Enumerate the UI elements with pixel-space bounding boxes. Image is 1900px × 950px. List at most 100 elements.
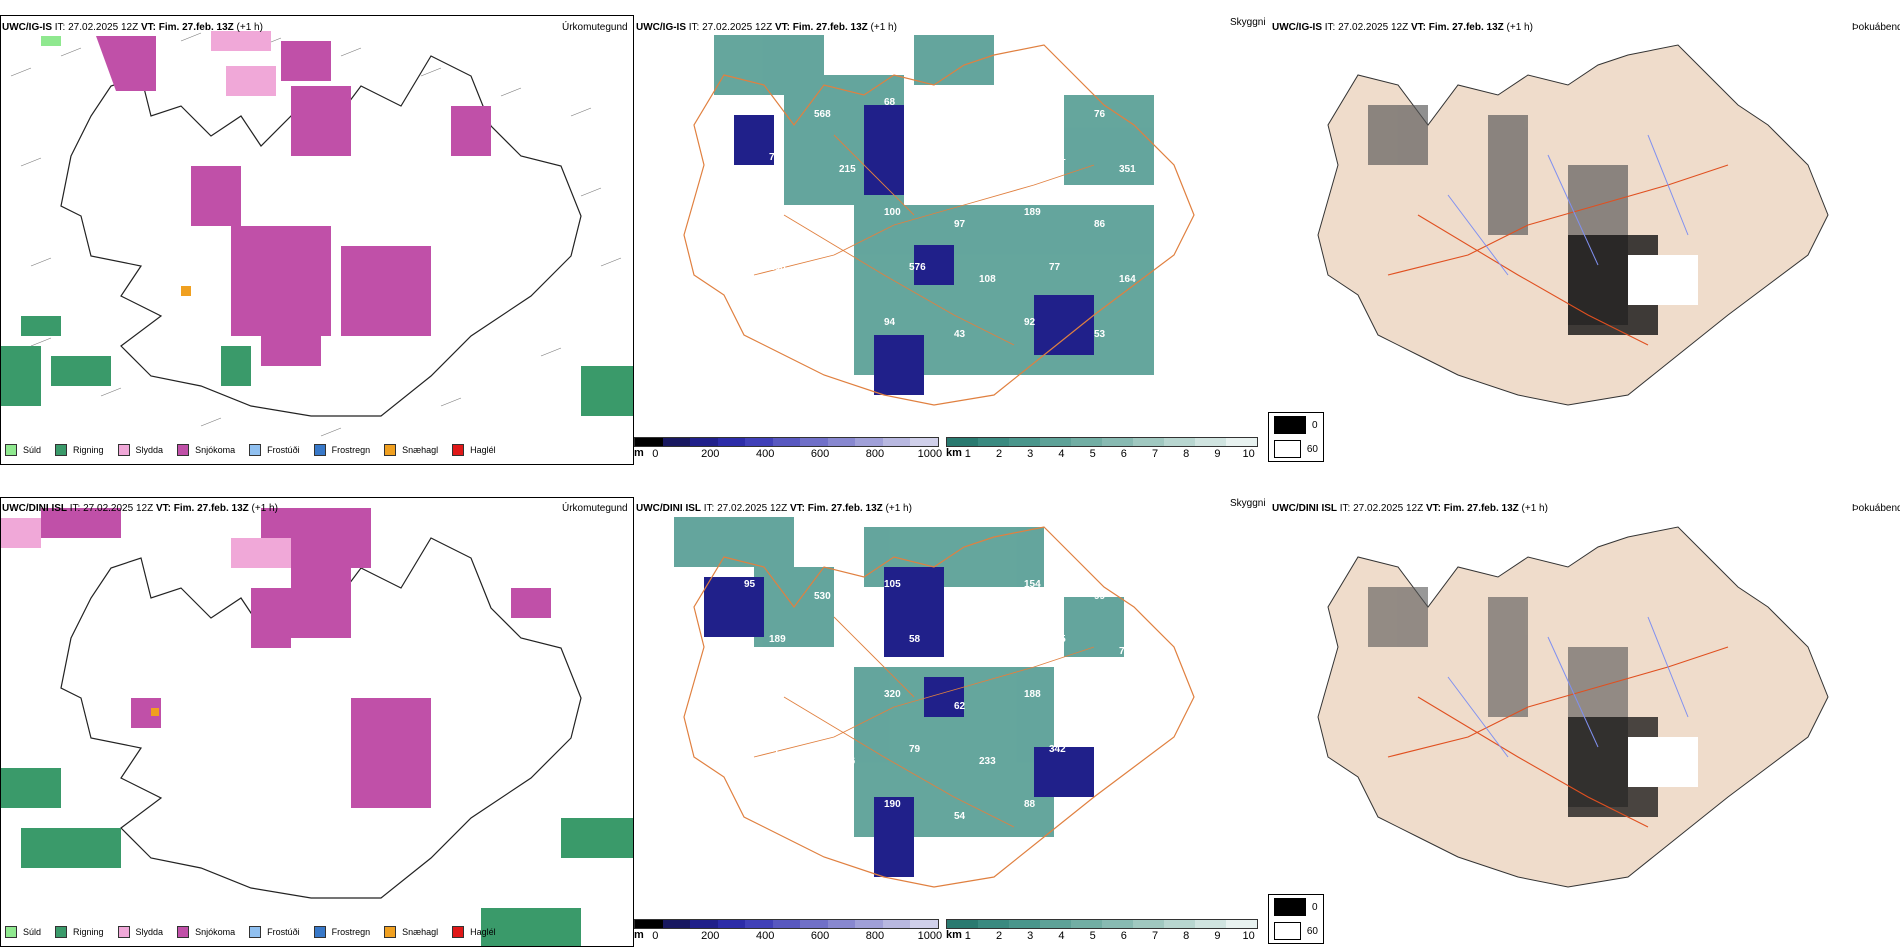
map-value-label: 93 — [1119, 756, 1131, 767]
precip-map-bottom — [1, 508, 633, 946]
legend-swatch — [313, 444, 326, 456]
header-bottom-right: UWC/DINI ISL IT: 27.02.2025 12Z VT: Fim.… — [1272, 503, 1548, 514]
cloud-panel-bottom: 95 530 105 96 154 99 189 443 58 92 125 79 135 347 320 6… — [634, 497, 1268, 947]
precip-legend-item: Rigning — [55, 926, 104, 938]
map-value-label: 77 — [1049, 262, 1061, 273]
colorbar-tick: 400 — [755, 448, 775, 460]
precip-legend-item: Rigning — [55, 444, 104, 456]
map-value-label: 51 — [1094, 811, 1106, 822]
legend-label: Rigning — [73, 445, 104, 455]
map-value-label: 141 — [1049, 152, 1066, 163]
colorbar-tick: 200 — [701, 448, 720, 460]
precip-legend-item: Snæhagl — [384, 444, 438, 456]
legend-label: Snæhagl — [402, 445, 439, 455]
header-bottom-left: UWC/DINI ISL IT: 27.02.2025 12Z VT: Fim.… — [2, 503, 278, 514]
precip-legend-item: Snjókoma — [177, 926, 235, 938]
colorbar-tick: 400 — [755, 930, 775, 942]
precip-legend-item: Slydda — [117, 444, 163, 456]
precip-legend-item: Snjókoma — [177, 444, 235, 456]
legend-swatch — [452, 444, 465, 456]
precip-legend-item: Frostúði — [249, 444, 300, 456]
model-name: UWC/IG-IS — [2, 22, 52, 33]
map-value-label: 100 — [884, 207, 901, 218]
ceiling-unit: m — [634, 929, 644, 941]
map-value-label: 108 — [979, 274, 996, 285]
map-value-label: 189 — [769, 634, 786, 645]
legend-swatch — [452, 926, 465, 938]
legend-label: Haglél — [470, 445, 496, 455]
precip-panel-bottom: Súld Rigning Slydda Snjókoma Frostúði Frostre… — [0, 497, 634, 947]
colorbar-tick: 3 — [1027, 930, 1034, 942]
header-top-right: UWC/IG-IS IT: 27.02.2025 12Z VT: Fim. 27… — [1272, 22, 1533, 33]
map-value-label: 95 — [744, 579, 756, 590]
cover-map-bottom — [1317, 526, 1829, 888]
map-value-label: 79 — [909, 744, 921, 755]
visibility-unit: km — [946, 447, 962, 459]
colorbar-tick: 4 — [1058, 930, 1065, 942]
ceiling-colorbar-top: 0 200 400 600 800 1000 — [634, 437, 942, 461]
colorbar-tick: 2 — [995, 930, 1003, 942]
map-value-label: 196 — [744, 317, 761, 328]
legend-label: Haglél — [470, 927, 496, 937]
map-value-label: 188 — [1024, 689, 1041, 700]
map-value-label: 99 — [1094, 591, 1106, 602]
colorbar-tick: 6 — [1120, 448, 1127, 460]
legend-label: Snjókoma — [195, 445, 236, 455]
map-value-label: 530 — [814, 591, 831, 602]
map-value-label: 92 — [1024, 317, 1036, 328]
map-value-label: 87 — [769, 744, 781, 755]
visibility-colorbar — [946, 919, 1258, 929]
precip-legend-bottom: Súld Rigning Slydda Snjókoma Frostúði Frostre… — [5, 926, 496, 938]
header-top-left: UWC/IG-IS IT: 27.02.2025 12Z VT: Fim. 27… — [2, 22, 263, 33]
map-value-label: 76 — [1094, 109, 1106, 120]
precip-legend-item: Frostúði — [249, 926, 300, 938]
colorbar-tick: 2 — [995, 448, 1003, 460]
map-value-label: 79 — [1119, 646, 1131, 657]
map-value-label: 86 — [1094, 219, 1106, 230]
legend-swatch — [177, 444, 190, 456]
cloud-map-bottom: 95 530 105 96 154 99 189 443 58 92 125 79 135 347 320 6… — [674, 517, 1195, 888]
cover-map-top — [1317, 44, 1829, 406]
colorbar-tick: 3 — [1027, 448, 1034, 460]
colorbar-tick: 7 — [1151, 930, 1159, 942]
map-value-label: 351 — [1119, 164, 1136, 175]
colorbar-tick: 8 — [1183, 930, 1190, 942]
map-value-label: 320 — [884, 689, 901, 700]
visibility-unit: km — [946, 929, 962, 941]
cover-legend-bottom: 0 60 — [1268, 894, 1324, 944]
ceiling-colorbar — [634, 437, 939, 447]
precip-map-top — [1, 31, 633, 437]
map-value-label: 88 — [814, 329, 826, 340]
colorbar-tick: 10 — [1242, 448, 1255, 460]
map-value-label: 116 — [839, 756, 856, 767]
colorbar-tick: 1 — [964, 448, 971, 460]
map-value-label: 154 — [1024, 579, 1041, 590]
map-value-label: 88 — [1024, 799, 1036, 810]
legend-label: Snjókoma — [195, 927, 236, 937]
precip-legend-item: Slydda — [117, 926, 163, 938]
legend-swatch — [249, 926, 262, 938]
colorbar-tick: 800 — [865, 930, 885, 942]
colorbar-tick: 5 — [1089, 448, 1096, 460]
ceiling-unit: m — [634, 447, 644, 459]
colorbar-tick: 5 — [1089, 930, 1096, 942]
map-value-label: 97 — [954, 219, 966, 230]
map-value-label: 188 — [769, 262, 786, 273]
map-value-label: 135 — [744, 689, 761, 700]
colorbar-tick: 7 — [1151, 448, 1159, 460]
cover-legend-top: 0 60 — [1268, 412, 1324, 462]
map-value-label: 69 — [814, 219, 826, 230]
map-value-label: 86 — [744, 207, 756, 218]
map-value-label: 158 — [744, 799, 761, 810]
map-value-label: 62 — [954, 701, 966, 712]
legend-label: Súld — [23, 927, 42, 937]
map-value-label: 56 — [839, 866, 851, 877]
map-value-label: 260 — [1024, 97, 1041, 108]
cloud-map-top: 124 568 68 93 260 76 74 215 250 248 141 351 86 69 100 9… — [683, 35, 1195, 406]
colorbar-tick: 1000 — [917, 930, 943, 942]
precip-legend-item: Haglél — [452, 444, 496, 456]
legend-swatch — [117, 444, 130, 456]
ceiling-colorbar — [634, 919, 939, 929]
map-value-label: 94 — [884, 317, 896, 328]
legend-label: Snæhagl — [402, 927, 439, 937]
